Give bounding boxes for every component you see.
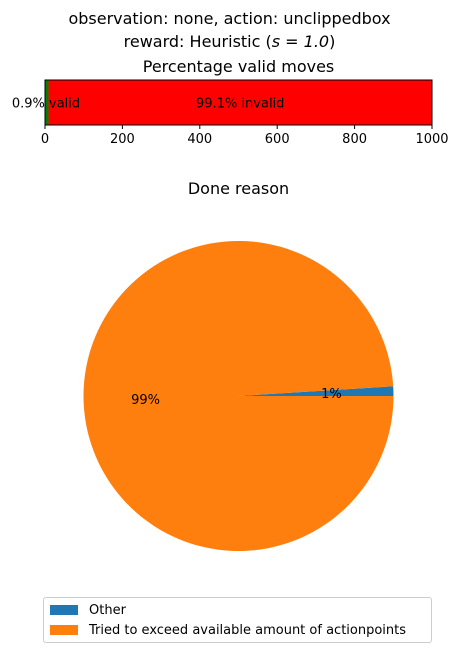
bar-x-tick-label: 0 [41,132,49,147]
suptitle-line2-math: s = 1.0 [272,32,329,51]
legend-item-actionpoints: Tried to exceed available amount of acti… [50,622,406,638]
bar-x-tick-label: 200 [110,132,135,147]
bar-label-valid: 0.9% valid [12,97,80,112]
legend-label-actionpoints: Tried to exceed available amount of acti… [89,622,407,638]
bar-x-tick-label: 1000 [415,132,448,147]
suptitle-line2-prefix: reward: Heuristic ( [124,32,272,51]
bar-x-tick-label: 400 [187,132,212,147]
bar-segment-invalid [48,80,432,125]
legend-label-other: Other [89,602,126,618]
pie-pct-label-other: 1% [321,387,342,402]
bar-x-tick-label: 600 [265,132,290,147]
suptitle-line2-suffix: ) [329,32,335,51]
bar-label-invalid: 99.1% invalid [196,97,284,112]
pie-slice-other [238,386,394,396]
valid-moves-title: Percentage valid moves [143,57,335,76]
pie-slice-actionpoints [83,240,394,551]
done-reason-chart: Done reason 1% 99% [83,179,394,551]
figure-suptitle-line2: reward: Heuristic (s = 1.0) [124,32,336,51]
done-reason-title: Done reason [188,179,289,198]
bar-x-tick-label: 800 [342,132,367,147]
bar-segment-valid [45,80,49,125]
legend-swatch-other [50,605,78,615]
valid-moves-chart: Percentage valid moves 0 200 400 600 800 1000… [12,57,449,147]
legend-item-other: Other [50,602,126,618]
figure-suptitle-line1: observation: none, action: unclippedbox [68,9,390,28]
legend-swatch-actionpoints [50,625,78,635]
bar-axes-frame [44,79,433,126]
pie-legend: Other Tried to exceed available amount o… [43,597,432,643]
pie-pct-label-actionpoints: 99% [131,393,160,408]
